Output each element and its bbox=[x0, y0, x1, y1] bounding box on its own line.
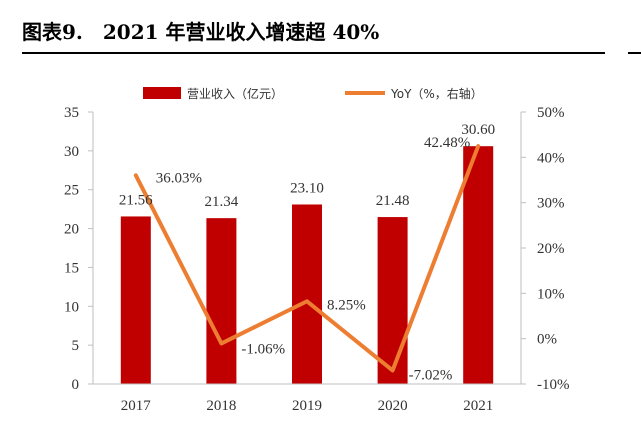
yoy-data-label: 36.03% bbox=[156, 170, 202, 186]
left-tick-label: 0 bbox=[72, 377, 80, 393]
right-tick-label: -10% bbox=[537, 377, 570, 393]
figure-header: 图表9. 2021 年营业收入增速超 40% bbox=[22, 6, 637, 46]
x-tick-label: 2019 bbox=[292, 398, 322, 414]
x-tick-label: 2021 bbox=[463, 398, 493, 414]
left-tick-label: 15 bbox=[64, 260, 79, 276]
yoy-line bbox=[133, 144, 481, 373]
revenue-data-label: 23.10 bbox=[290, 180, 324, 196]
revenue-data-label: 21.34 bbox=[205, 194, 239, 210]
right-y-axis: -10% 0% 10% 20% 30% 40% 50% bbox=[520, 105, 570, 393]
figure-title-text: 2021 年营业收入增速超 40% bbox=[102, 20, 380, 44]
right-tick-label: 0% bbox=[537, 332, 557, 348]
revenue-bar bbox=[120, 216, 151, 384]
revenue-bars bbox=[120, 146, 494, 384]
revenue-bar bbox=[463, 146, 494, 384]
left-tick-label: 5 bbox=[72, 338, 80, 354]
revenue-bar bbox=[377, 217, 408, 384]
yoy-data-label: 42.48% bbox=[424, 135, 470, 151]
legend-line-label: YoY（%，右轴） bbox=[390, 86, 483, 101]
revenue-data-label: 30.60 bbox=[461, 122, 495, 138]
yoy-data-label: -1.06% bbox=[241, 341, 285, 357]
title-underline bbox=[22, 52, 605, 54]
x-axis: 2017 2018 2019 2020 2021 bbox=[93, 383, 521, 414]
right-tick-label: 40% bbox=[537, 150, 565, 166]
revenue-data-label: 21.56 bbox=[119, 192, 153, 208]
right-tick-label: 20% bbox=[537, 241, 565, 257]
right-tick-label: 50% bbox=[537, 105, 565, 121]
figure-number: 图表9. bbox=[22, 20, 83, 44]
title-underline-tail bbox=[628, 52, 641, 54]
yoy-data-label: -7.02% bbox=[409, 367, 453, 383]
left-tick-label: 20 bbox=[64, 222, 79, 238]
yoy-data-label: 8.25% bbox=[327, 297, 366, 313]
left-tick-label: 30 bbox=[64, 144, 79, 160]
x-tick-label: 2017 bbox=[121, 398, 152, 414]
legend-bar-swatch bbox=[143, 87, 181, 99]
revenue-bar bbox=[292, 204, 322, 384]
figure-title: 图表9. 2021 年营业收入增速超 40% bbox=[22, 16, 379, 45]
data-labels: 21.56 21.34 23.10 21.48 30.60 36.03% -1.06% 8.2… bbox=[119, 122, 495, 383]
chart-legend: 营业收入（亿元） YoY（%，右轴） bbox=[143, 86, 483, 101]
left-tick-label: 35 bbox=[64, 105, 79, 121]
revenue-data-label: 21.48 bbox=[376, 193, 410, 209]
left-tick-label: 10 bbox=[64, 299, 79, 315]
legend-bar-label: 营业收入（亿元） bbox=[187, 86, 283, 101]
revenue-bar bbox=[206, 218, 237, 384]
x-tick-label: 2018 bbox=[206, 398, 236, 414]
right-tick-label: 10% bbox=[537, 286, 565, 302]
x-tick-label: 2020 bbox=[378, 398, 408, 414]
yoy-line-group bbox=[133, 144, 481, 373]
left-tick-label: 25 bbox=[64, 183, 79, 199]
right-tick-label: 30% bbox=[537, 196, 565, 212]
left-y-axis: 0 5 10 15 20 25 30 35 bbox=[64, 105, 94, 393]
